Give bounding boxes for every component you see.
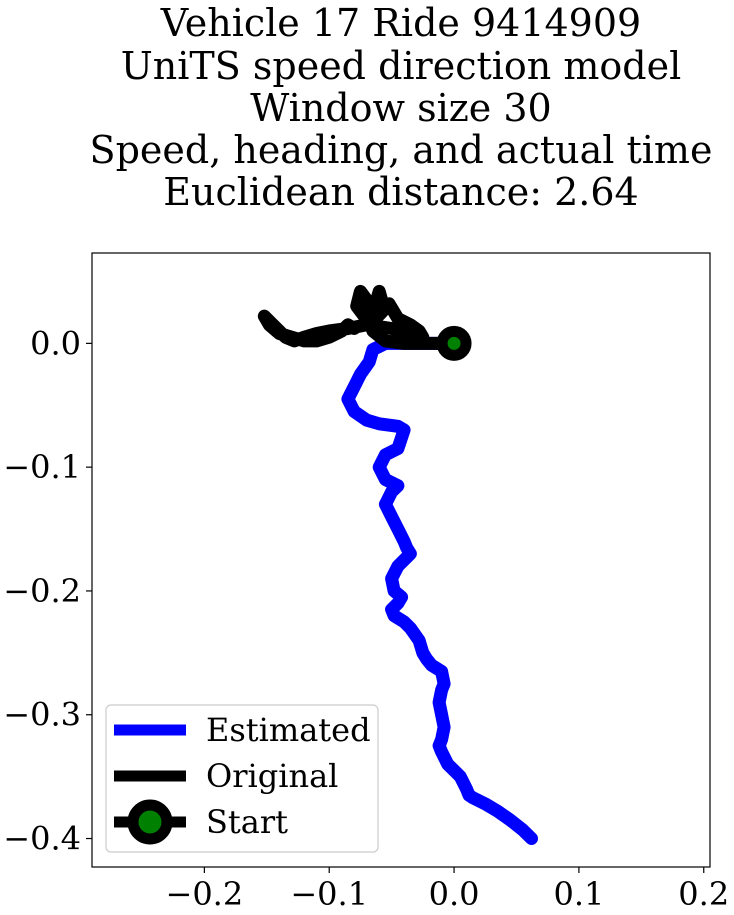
title-line-1: Vehicle 17 Ride 9414909 [160, 1, 641, 45]
legend-label-original: Original [206, 757, 338, 795]
series-line-original [257, 284, 461, 350]
legend-label-estimated: Estimated [206, 711, 371, 749]
title-line-5: Euclidean distance: 2.64 [163, 170, 638, 214]
y-axis: 0.0 −0.1 −0.2 −0.3 −0.4 [3, 324, 92, 858]
title-line-4: Speed, heading, and actual time [90, 128, 713, 172]
title-line-2: UniTS speed direction model [121, 44, 681, 88]
start-point-marker [436, 325, 472, 361]
y-tick-label: −0.1 [3, 448, 81, 486]
x-tick-label: −0.1 [290, 875, 368, 913]
legend: Estimated Original Start [105, 704, 379, 853]
start-marker-group [436, 325, 472, 361]
x-tick-label: −0.2 [166, 875, 244, 913]
legend-box [105, 704, 379, 853]
x-axis: −0.2 −0.1 0.0 0.1 0.2 [166, 867, 729, 913]
x-tick-label: 0.0 [429, 875, 480, 913]
y-tick-label: −0.4 [3, 820, 81, 858]
plot-frame [91, 252, 711, 868]
plot-lines [257, 284, 538, 845]
y-tick-label: 0.0 [30, 324, 81, 362]
legend-label-start: Start [206, 803, 288, 841]
title-line-3: Window size 30 [250, 86, 551, 130]
y-tick-label: −0.2 [3, 572, 81, 610]
legend-swatch-start-marker [127, 799, 173, 845]
x-tick-label: 0.1 [553, 875, 604, 913]
y-tick-label: −0.3 [3, 696, 81, 734]
x-tick-label: 0.2 [678, 875, 729, 913]
series-line-estimated [341, 336, 538, 845]
chart-title: Vehicle 17 Ride 9414909 UniTS speed dire… [90, 1, 713, 214]
